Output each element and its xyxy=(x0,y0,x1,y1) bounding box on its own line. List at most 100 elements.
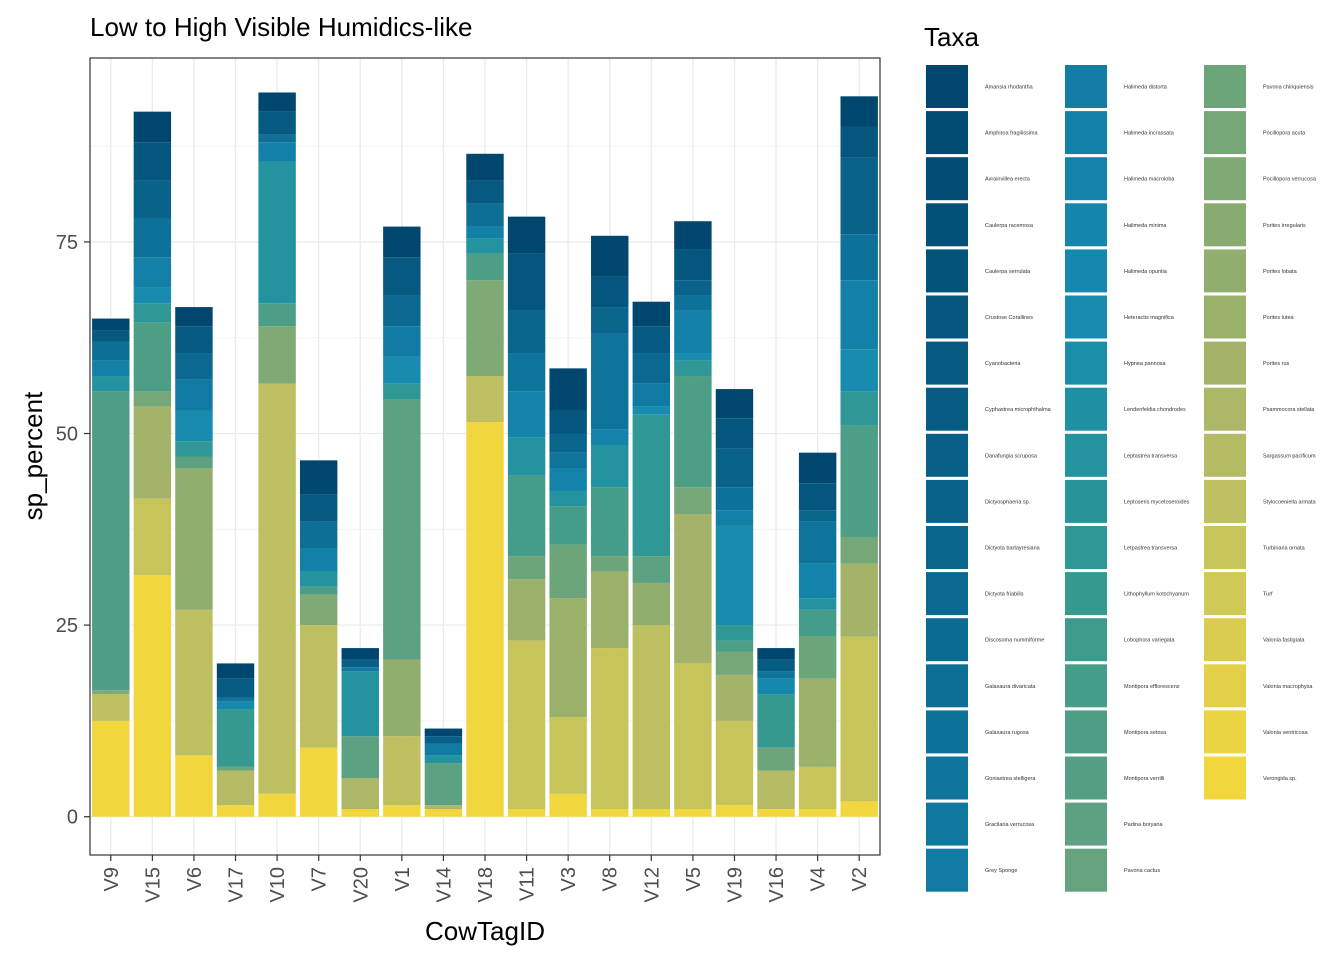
bar-segment xyxy=(258,142,296,162)
legend-label: Pavona cactus xyxy=(1124,868,1160,874)
bar-segment xyxy=(424,809,463,817)
bar-segment xyxy=(674,280,712,296)
bar-segment xyxy=(674,353,712,361)
bar-segment xyxy=(549,544,587,599)
legend-key xyxy=(926,526,968,569)
legend-item: Porites lutea xyxy=(1204,295,1295,339)
bar-segment xyxy=(216,697,255,702)
bar-segment xyxy=(507,437,546,476)
bar-segment xyxy=(383,356,421,384)
legend-item: Pavona chiriquiensis xyxy=(1204,65,1314,108)
legend-label: Pocillopora verrucosa xyxy=(1263,177,1317,183)
x-tick-label: V3 xyxy=(558,867,580,891)
legend-label: Danafungia scruposa xyxy=(985,453,1038,459)
bar-segment xyxy=(798,678,837,767)
bar-segment xyxy=(92,360,130,377)
bar-segment xyxy=(299,571,338,587)
legend-label: Pavona chiriquiensis xyxy=(1263,85,1314,91)
bar-segment xyxy=(632,625,671,810)
bar-segment xyxy=(757,648,795,660)
legend-label: Leptastrea transversa xyxy=(1124,453,1178,459)
legend-key xyxy=(1204,341,1246,385)
bar-segment xyxy=(175,326,213,354)
legend-key xyxy=(926,433,968,477)
legend-key xyxy=(1065,341,1107,385)
bar-segment xyxy=(466,203,504,227)
bar-segment xyxy=(715,674,754,721)
legend-key xyxy=(926,572,968,616)
bar-segment xyxy=(591,445,629,488)
legend-item: Padina boryana xyxy=(1065,802,1163,846)
legend-key xyxy=(1065,249,1107,293)
legend-key xyxy=(1204,249,1246,293)
bar-segment xyxy=(798,809,837,817)
legend-item: Halimeda incrassata xyxy=(1065,111,1175,155)
bar-segment xyxy=(715,651,754,675)
legend-title: Taxa xyxy=(924,22,979,52)
legend-key xyxy=(1204,387,1246,431)
legend-item: Porites irregularis xyxy=(1204,203,1306,247)
legend-label: Lendenfeldia chondrodes xyxy=(1124,407,1186,413)
legend-label: Montipora setosa xyxy=(1124,730,1167,736)
legend-label: Porites lobata xyxy=(1263,269,1298,275)
bar-segment xyxy=(549,717,587,794)
x-tick-label: V19 xyxy=(724,867,746,903)
x-tick-label: V7 xyxy=(309,867,331,891)
legend-item: Gracilaria verrucosa xyxy=(926,802,1035,846)
bar-segment xyxy=(507,475,546,557)
legend-item: Lendenfeldia chondrodes xyxy=(1065,387,1186,431)
legend-item: Dictyota friabilis xyxy=(926,572,1024,616)
legend-item: Discosoma nummiforme xyxy=(926,618,1044,662)
legend-label: Porites rus xyxy=(1263,361,1290,367)
bar-segment xyxy=(757,770,795,810)
bar-segment xyxy=(258,793,296,817)
bar-segment xyxy=(674,221,712,250)
legend-item: Halimeda opuntia xyxy=(1065,249,1168,293)
legend-label: Montipora efflorescens xyxy=(1124,684,1180,690)
legend-label: Galaxaura rugosa xyxy=(985,730,1030,736)
bar-segment xyxy=(840,563,878,637)
bar-segment xyxy=(175,755,213,817)
bar-segment xyxy=(549,506,587,545)
bar-segment xyxy=(840,391,878,426)
bar-segment xyxy=(258,161,296,304)
legend-label: Caulerpa racemosa xyxy=(985,223,1034,229)
legend-item: Galaxaura divaricata xyxy=(926,664,1036,708)
bar-segment xyxy=(715,448,754,488)
x-tick-label: V16 xyxy=(766,867,788,903)
bar-segment xyxy=(507,391,546,438)
y-axis-title: sp_percent xyxy=(18,391,48,520)
bar-segment xyxy=(341,778,379,810)
bar-segment xyxy=(133,111,172,143)
x-tick-label: V5 xyxy=(683,867,705,891)
bar-segment xyxy=(92,376,130,392)
bar-segment xyxy=(175,353,213,380)
legend-label: Discosoma nummiforme xyxy=(985,638,1044,644)
bar-segment xyxy=(424,763,463,806)
bar-segment xyxy=(133,498,172,576)
x-tick-label: V10 xyxy=(267,867,289,903)
bar-segment xyxy=(632,582,671,626)
bar-segment xyxy=(757,747,795,771)
bar-segment xyxy=(632,353,671,384)
x-tick-label: V4 xyxy=(808,867,830,891)
y-tick-label: 50 xyxy=(56,424,78,446)
x-tick-label: V9 xyxy=(101,867,123,891)
bar-segment xyxy=(549,452,587,468)
legend-item: Stylocoeniella armata xyxy=(1204,479,1317,523)
y-axis: 0 25 50 75 xyxy=(56,232,90,829)
bar-segment xyxy=(715,418,754,449)
bar-segment xyxy=(299,594,338,626)
legend-label: Gracilaria verrucosa xyxy=(985,822,1035,828)
bar-V2 xyxy=(840,96,878,817)
bar-V16 xyxy=(757,648,795,817)
legend-key xyxy=(926,756,968,800)
legend-key xyxy=(1065,802,1107,846)
bar-segment xyxy=(133,142,172,181)
legend-key xyxy=(1204,479,1246,523)
bar-segment xyxy=(632,383,671,407)
legend-item: Lithophyllum kotschyanum xyxy=(1065,572,1189,616)
bar-segment xyxy=(175,410,213,442)
bar-segment xyxy=(591,487,629,557)
legend-item: Montipora verrilli xyxy=(1065,756,1164,800)
